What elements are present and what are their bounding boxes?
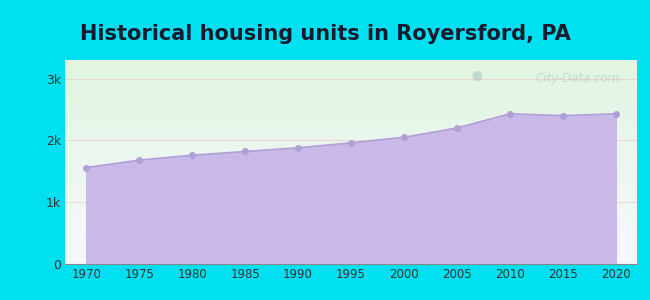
Text: Historical housing units in Royersford, PA: Historical housing units in Royersford, … — [79, 24, 571, 44]
Text: City-Data.com: City-Data.com — [536, 72, 620, 85]
Text: ⬤: ⬤ — [472, 71, 482, 81]
